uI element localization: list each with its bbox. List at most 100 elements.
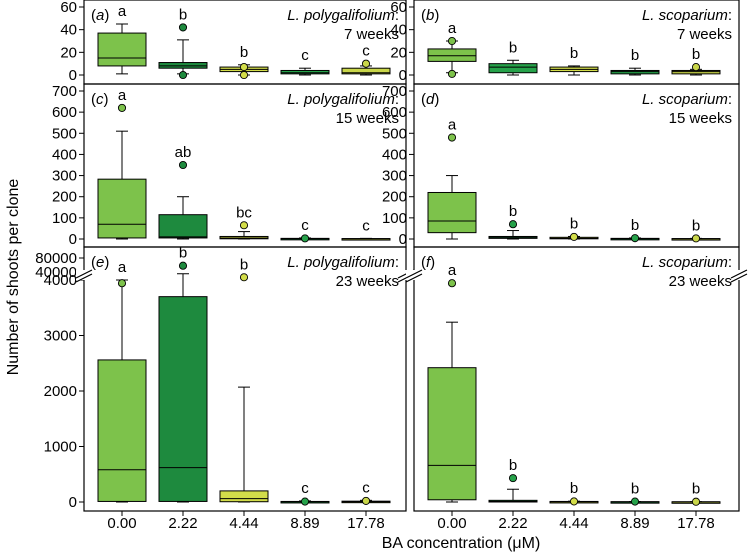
panel-duration: 7 weeks [344, 26, 399, 43]
panel-label-letter: a [96, 7, 104, 24]
box [219, 490, 269, 503]
y-tick-label: 200 [52, 189, 77, 206]
outlier-point [178, 160, 188, 170]
panel-species-colon: : [728, 254, 732, 271]
x-tick-label: 0.00 [107, 515, 136, 532]
significance-letter: c [301, 480, 309, 497]
significance-letter: b [509, 457, 517, 474]
outlier-point [117, 103, 127, 112]
panel-label: (b) [421, 7, 439, 24]
significance-letter: c [362, 479, 370, 496]
significance-letter: c [301, 217, 309, 234]
outlier-point [300, 497, 310, 506]
panel-duration: 23 weeks [669, 273, 732, 290]
panel-species: L. scoparium [642, 7, 728, 24]
outlier-point [691, 497, 701, 506]
axis-break-gap [731, 270, 747, 280]
y-tick-label: 0 [69, 67, 77, 84]
significance-letter: ab [175, 144, 192, 161]
outlier-point [691, 234, 701, 243]
significance-letter: b [570, 215, 578, 232]
panel-duration: 23 weeks [336, 273, 399, 290]
y-tick-label: 0 [399, 231, 407, 248]
significance-letter: b [179, 6, 187, 23]
significance-letter: b [631, 481, 639, 498]
y-tick-label: 200 [382, 189, 407, 206]
box [427, 48, 477, 62]
significance-letter: a [118, 3, 127, 20]
y-tick-label: 4000 [44, 272, 77, 289]
outlier-point [178, 70, 188, 80]
panel-label-paren: ( [91, 7, 96, 24]
panel-label-paren: ) [104, 7, 109, 24]
panel-label-paren: ) [430, 254, 435, 271]
significance-letter: a [448, 20, 457, 37]
y-tick-label: 60 [60, 0, 77, 16]
panel-label-paren: ( [421, 7, 426, 24]
x-tick-label: 2.22 [168, 515, 197, 532]
panel-label-paren: ) [434, 91, 439, 108]
outlier-point [447, 133, 457, 142]
y-tick-label: 400 [52, 146, 77, 163]
axis-break-mark [405, 273, 423, 283]
y-axis-label: Number of shoots per clone [5, 179, 22, 376]
y-tick-label: 60 [390, 0, 407, 16]
outlier-point [239, 70, 249, 80]
panel-species: L. polygalifolium [287, 91, 395, 108]
outlier-point [239, 273, 249, 282]
y-tick-label: 3000 [44, 328, 77, 345]
y-tick-label: 40000 [35, 264, 77, 281]
panel-label-paren: ( [91, 254, 96, 271]
x-axis-label: BA concentration (μM) [382, 535, 541, 552]
box [97, 32, 147, 67]
box [610, 69, 660, 75]
panel-label-letter: f [426, 254, 432, 271]
y-tick-label: 80000 [35, 250, 77, 267]
x-tick-label: 0.00 [437, 515, 466, 532]
panel-label: (e) [91, 254, 109, 271]
y-tick-label: 0 [69, 494, 77, 511]
panel-label-paren: ( [421, 254, 426, 271]
axis-break-mark [730, 273, 748, 283]
outlier-point [361, 59, 371, 68]
panel-label: (f) [421, 254, 435, 271]
y-tick-label: 100 [52, 210, 77, 227]
significance-letter: b [509, 39, 517, 56]
significance-letter: a [118, 259, 127, 276]
box [280, 69, 330, 75]
axis-break-mark [730, 269, 748, 279]
panel-label-letter: d [426, 91, 435, 108]
y-tick-label: 1000 [44, 439, 77, 456]
panel-frame [83, 246, 407, 512]
significance-letter: c [301, 47, 309, 64]
outlier-point [447, 279, 457, 288]
y-tick-label: 600 [52, 104, 77, 121]
outlier-point [508, 474, 518, 483]
significance-letter: c [362, 217, 370, 234]
y-tick-label: 700 [382, 83, 407, 100]
y-tick-label: 700 [52, 83, 77, 100]
significance-letter: b [631, 47, 639, 64]
outlier-point [300, 234, 310, 243]
panel-duration: 15 weeks [336, 110, 399, 127]
panel-species-colon: : [728, 91, 732, 108]
y-tick-label: 300 [52, 168, 77, 185]
panel-species-colon: : [395, 91, 399, 108]
panel-species-colon: : [395, 7, 399, 24]
panel-species: L. scoparium [642, 91, 728, 108]
y-tick-label: 400 [382, 146, 407, 163]
outlier-point [447, 36, 457, 46]
panel-duration: 15 weeks [669, 110, 732, 127]
panel-species: L. polygalifolium [287, 254, 395, 271]
outlier-point [178, 23, 188, 32]
panel-label-paren: ) [434, 7, 439, 24]
panel-species: L. scoparium [642, 254, 728, 271]
y-tick-label: 40 [60, 22, 77, 39]
significance-letter: b [509, 203, 517, 220]
significance-letter: a [118, 87, 127, 104]
panel-label: (a) [91, 7, 109, 24]
outlier-point [630, 234, 640, 243]
significance-letter: b [240, 44, 248, 61]
significance-letter: a [448, 117, 457, 134]
